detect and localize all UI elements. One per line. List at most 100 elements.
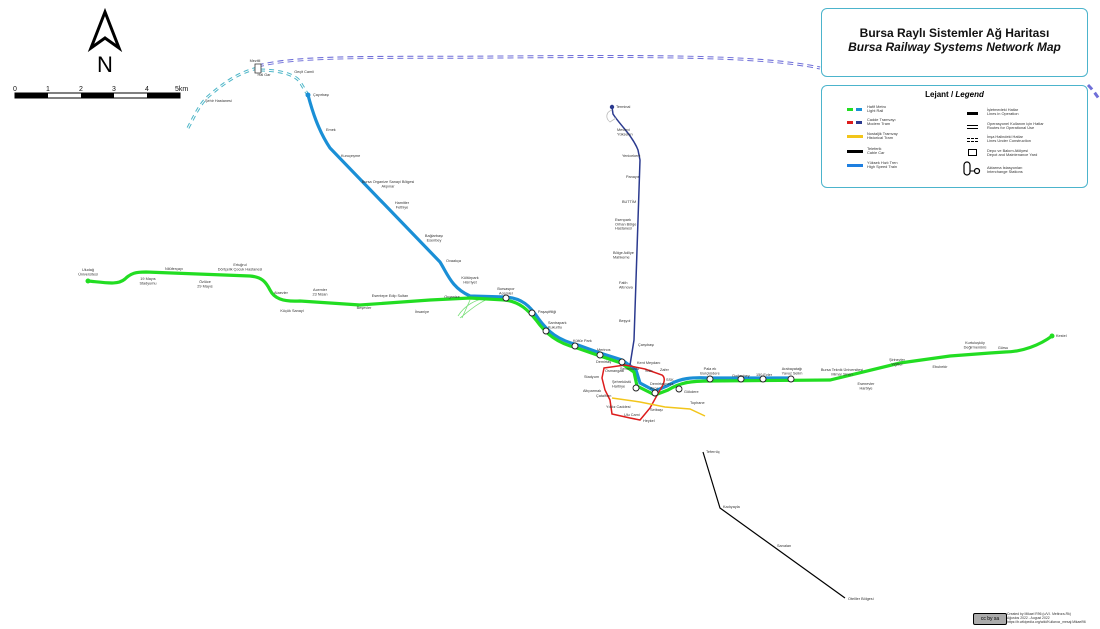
scale-tick: 3 (112, 86, 116, 93)
station-label[interactable]: Yenicekent (622, 154, 641, 158)
station-label[interactable]: Küçük Sanayi (280, 309, 303, 313)
station-label[interactable]: Tophane (690, 401, 705, 405)
station-label[interactable]: Nilüferçayı (165, 267, 183, 271)
station-label[interactable]: Şehir Hastanesi (205, 99, 232, 103)
station-label[interactable]: Sarıalan (777, 544, 791, 548)
station-label[interactable]: Arabayatağı Yavuz Selim (782, 367, 803, 375)
dashed-line-icon (967, 138, 978, 142)
station-label[interactable]: Emek (326, 128, 336, 132)
station-label[interactable]: Gökdere (684, 390, 699, 394)
station-label[interactable]: Bursa Teknik Üniversitesi Mimar Sinan (821, 368, 864, 376)
station-label[interactable]: Demirtaş (596, 360, 611, 364)
station-label[interactable]: Demirtaşpaşa Akçe (650, 382, 674, 390)
depot-icon (968, 149, 977, 156)
station-label[interactable]: Zafer (660, 368, 670, 372)
station-label[interactable]: 150 Evler (756, 373, 773, 377)
station-label[interactable]: BUTTİM (622, 199, 636, 204)
station-label[interactable]: Kuruçeşme (341, 154, 360, 158)
legend-historical-tram: Nostaljik Tramvay Historical Tram (867, 131, 898, 141)
legend-high-speed: Yüksek Hızlı Tren High Speed Train (867, 160, 898, 170)
station-label[interactable]: Mevlevi Yükselen (617, 128, 633, 136)
station-label[interactable]: Çatalfırın (596, 394, 611, 398)
station-label[interactable]: Kent Meydanı (637, 361, 660, 365)
station-label[interactable]: Uludağ Üniversitesi (78, 268, 98, 276)
map-title-tr: Bursa Raylı Sistemler Ağ Haritası (859, 26, 1050, 40)
title-box: Bursa Raylı Sistemler Ağ Haritası Bursa … (821, 8, 1088, 77)
station-label[interactable]: Mezitli (250, 59, 261, 63)
station-label[interactable]: Şehreküstü Harbiye (612, 380, 631, 388)
station-label[interactable]: Kültürpark Hürriyet (461, 276, 478, 284)
station-label[interactable]: Çayırbaşı (313, 93, 329, 97)
cc-license-badge[interactable]: cc by sa (973, 613, 1007, 625)
station-label[interactable]: Panayır (626, 175, 640, 179)
station-label[interactable]: İhsaniye (415, 309, 429, 314)
station-label[interactable]: Şehreküstü (620, 367, 639, 371)
legend-title: Lejant / Legend (925, 90, 984, 99)
station-label[interactable]: Doğanbey (732, 374, 749, 378)
station-label[interactable]: Osmangazi (605, 369, 624, 373)
station-label[interactable]: Şirinevler Yiğitler (889, 358, 906, 366)
station-label[interactable]: Esentepe Edip Sultan (372, 294, 409, 298)
station-label[interactable]: Ataevler (274, 291, 289, 295)
station-label[interactable]: Beşyol (619, 319, 631, 323)
station-label[interactable]: Gürsu (998, 346, 1008, 350)
station-label[interactable]: Teferrüç (706, 450, 720, 454)
station-label[interactable]: Altıparmak (583, 389, 601, 393)
station-label[interactable]: Hal Gar (257, 73, 271, 77)
station-label[interactable]: Bursaspor Acemler (497, 287, 515, 295)
station-label[interactable]: Esenevler Harbiye (858, 382, 876, 390)
scale-tick: 5km (175, 86, 189, 93)
station-label[interactable]: Merinos (597, 348, 611, 352)
modern-tram-navy-line (611, 106, 641, 366)
station-label[interactable]: Ebubekir (933, 365, 949, 369)
station-label[interactable]: Bağlarbaşı Esenbey (425, 234, 443, 242)
station-label[interactable]: Kestel (1056, 334, 1067, 338)
station-label[interactable]: Setbaşı (650, 408, 663, 412)
station-label[interactable]: Heykel (643, 419, 655, 423)
station-label[interactable]: Bölge Adliye Mahkeme (613, 251, 634, 259)
terminus-west (85, 278, 91, 284)
map-title-en: Bursa Railway Systems Network Map (848, 40, 1061, 54)
station-label[interactable]: Çarşıbaşı (638, 343, 654, 347)
station-label[interactable]: Terminal (616, 105, 631, 109)
station-label[interactable]: SSK (666, 378, 674, 382)
station-label[interactable]: Kültür Park (573, 339, 592, 343)
station-label[interactable]: Özlüce 29 Mayıs (197, 280, 213, 288)
double-line-icon (967, 125, 978, 129)
scale-tick: 1 (46, 86, 50, 93)
station-label[interactable]: Fatih Altınova (619, 281, 634, 289)
station-label[interactable]: Kadıyayla (723, 505, 741, 509)
station-label[interactable]: Stadyum (584, 375, 599, 379)
station-label[interactable]: Organize (444, 295, 459, 299)
scale-tick: 2 (79, 86, 83, 93)
station-label[interactable]: Kurtuluşköy Değirmenönü (964, 341, 987, 349)
interchange-icon (963, 161, 981, 176)
station-label[interactable]: Sıtkı (645, 369, 653, 373)
compass-north-label: N (97, 52, 113, 77)
station-label[interactable]: Hamitler Fethiye (395, 201, 410, 209)
light-rail-green-line (86, 270, 1054, 397)
station-label[interactable]: Acemler 23 Nisan (313, 288, 328, 296)
station-label[interactable]: Otelller Bölgesi (848, 597, 874, 601)
station-label[interactable]: Esenpark Orhan Bölge Hastanesi (615, 218, 636, 231)
station-label[interactable]: Bursa Organize Sanayi Bölgesi Akpınar (362, 180, 415, 188)
station-label[interactable]: Ovaakça (446, 259, 462, 263)
legend: Lejant / Legend Hafif Metro Light Rail Ca… (821, 85, 1088, 188)
operating-line-icon (967, 112, 978, 115)
station-label[interactable]: Ertuğrul Dörtçelik Çocuk Hastanesi (218, 263, 263, 271)
station-label[interactable]: Ulu Cami (624, 413, 640, 417)
station-label[interactable]: Geçit Camii (294, 70, 314, 74)
terminus-north (305, 92, 311, 98)
cable-car-line (702, 451, 846, 599)
scale-bar (14, 92, 181, 99)
station-label[interactable]: Pala ek Burçküdere (700, 367, 719, 375)
north-arrow-icon (87, 7, 123, 53)
station-label[interactable]: 19 Mayıs Stadyumu (139, 277, 156, 285)
station-label[interactable]: Beşevler (357, 306, 373, 310)
terminus-east (1049, 333, 1055, 339)
depot-icon (254, 63, 262, 74)
station-label[interactable]: Santrapark Kukurtlu (548, 321, 567, 329)
scale-tick: 0 (13, 86, 17, 93)
station-label[interactable]: Yıldız Caddesi (606, 405, 631, 409)
station-label[interactable]: Paşaçiftliği (538, 310, 556, 314)
